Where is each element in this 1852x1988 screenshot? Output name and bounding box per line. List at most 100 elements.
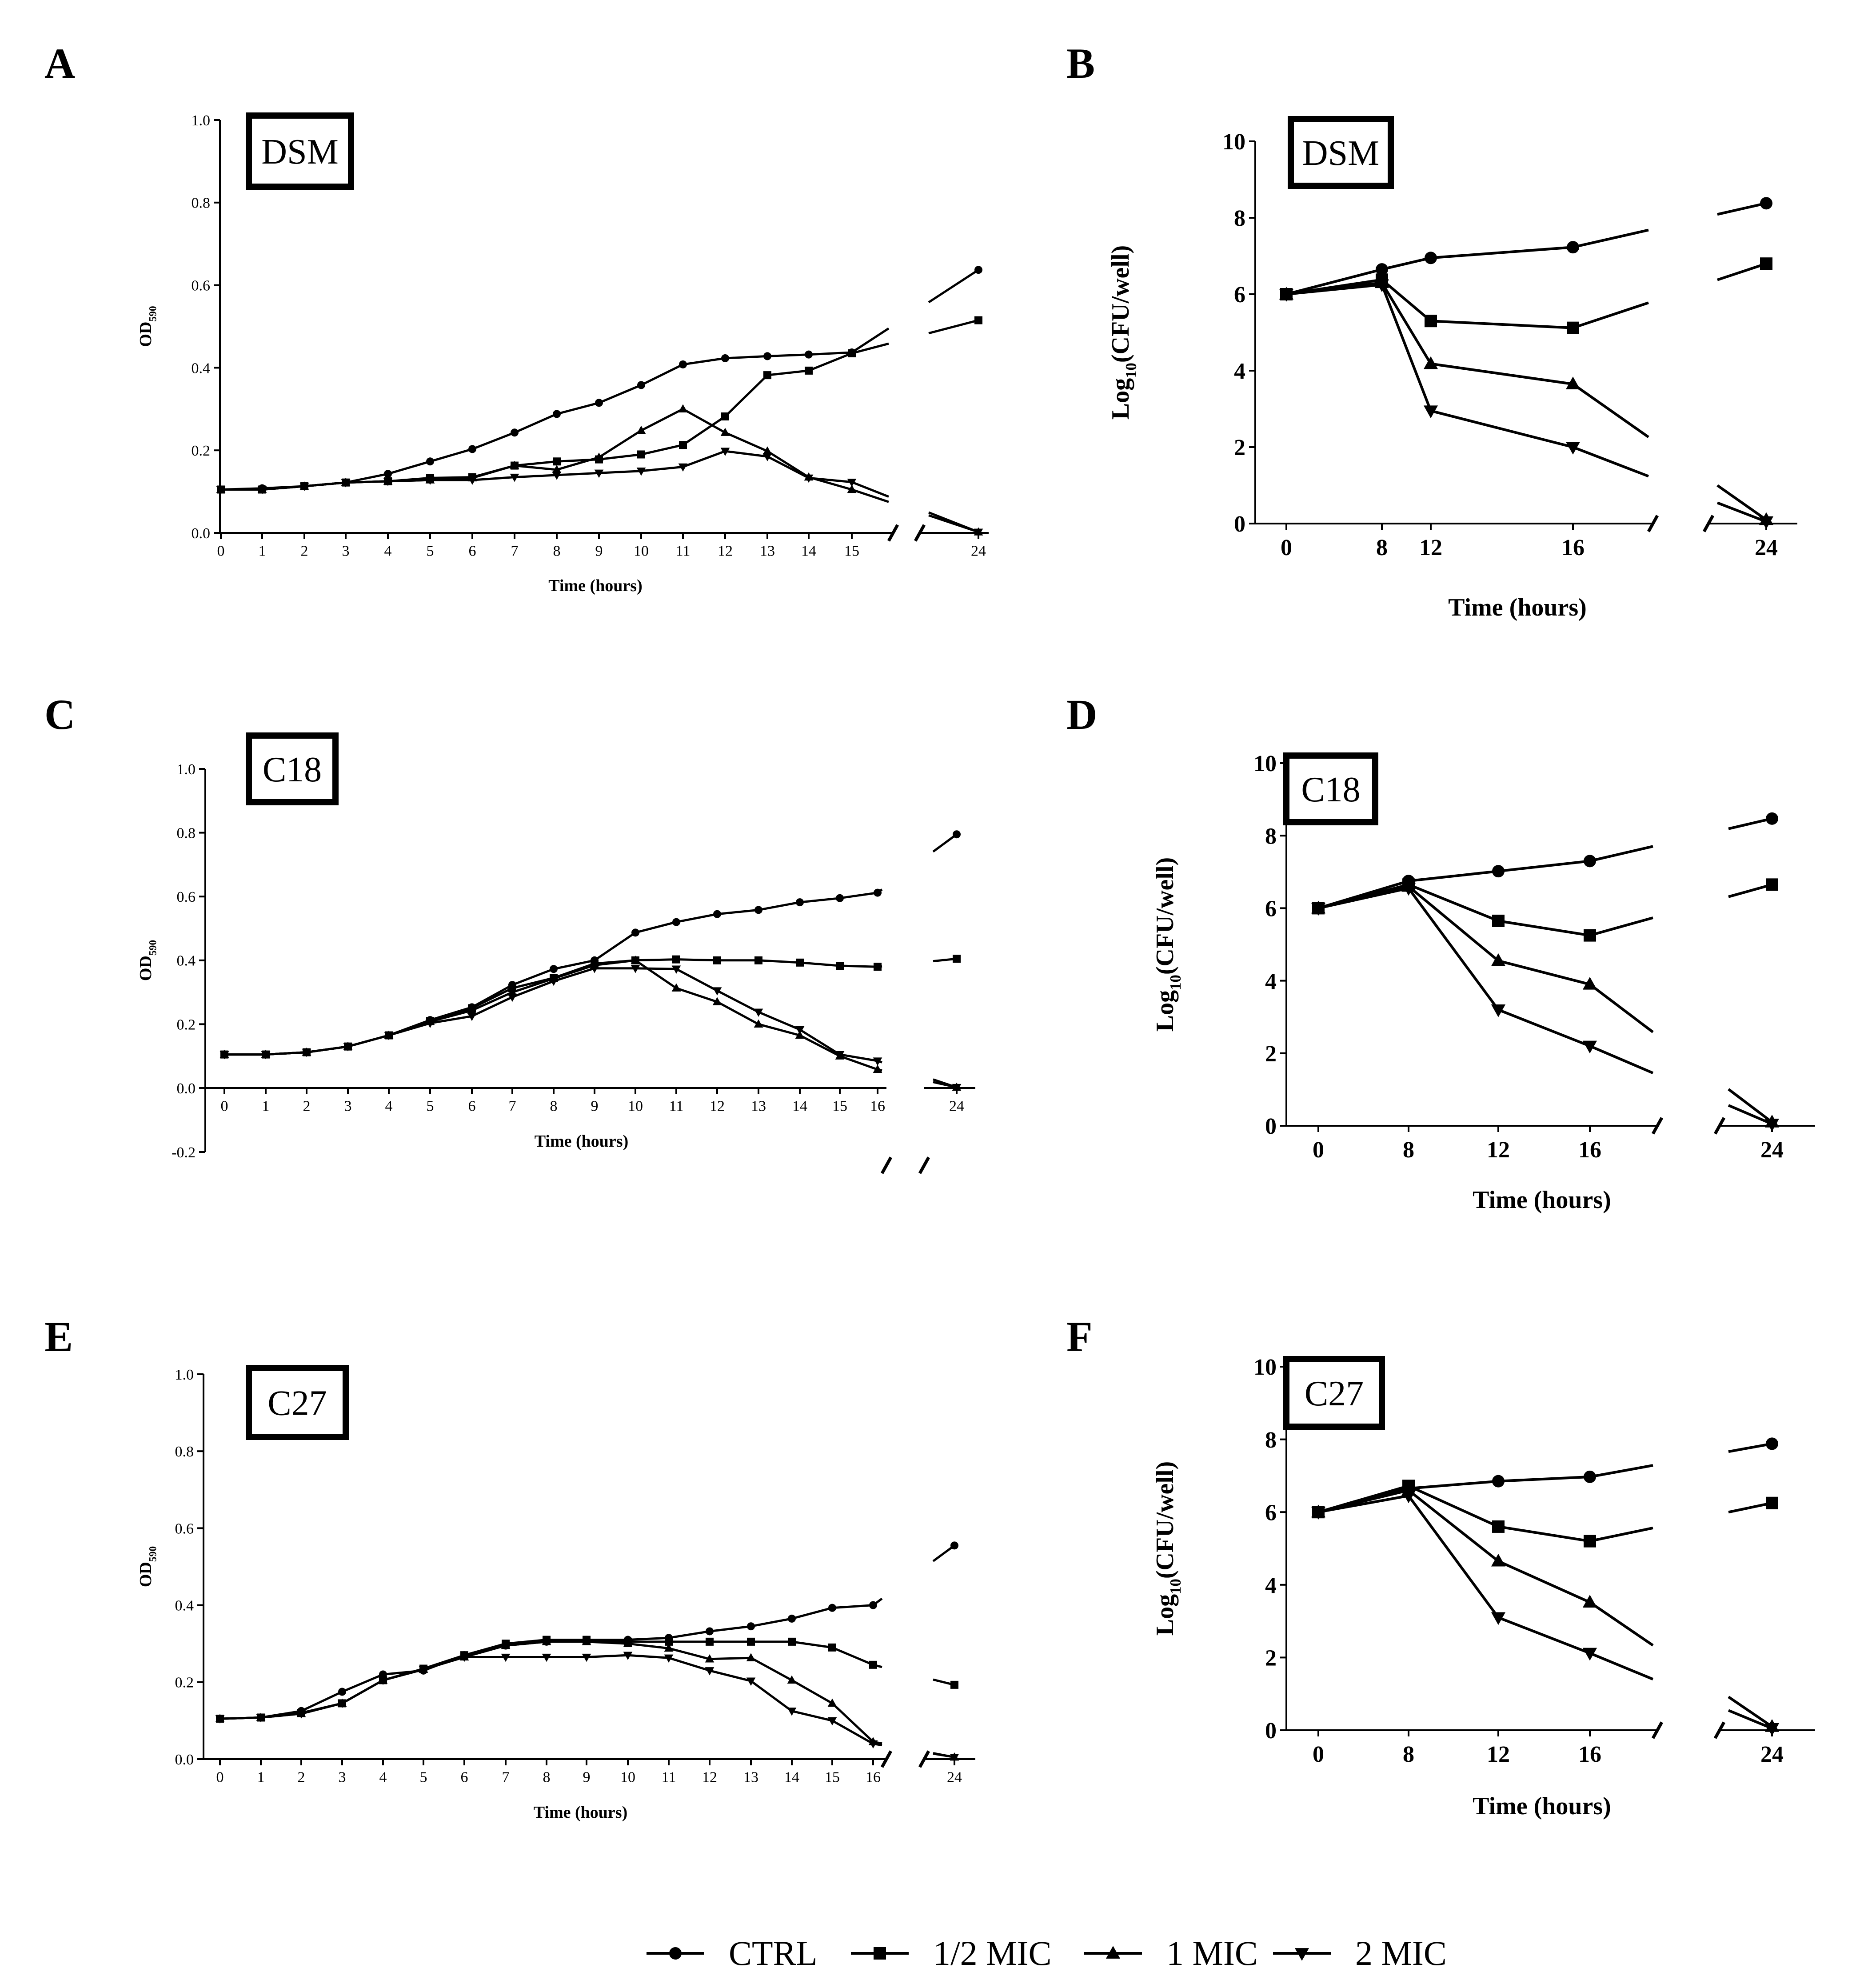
y-tick-label: 0 (1234, 512, 1245, 537)
data-point (720, 428, 730, 436)
data-point (869, 1601, 877, 1609)
data-point (788, 1637, 796, 1646)
series-line-after-break (928, 269, 979, 304)
series-line-after-break (1716, 501, 1767, 523)
data-point (1584, 1535, 1596, 1548)
panel-letter: E (44, 1313, 73, 1360)
x-tick-label: 11 (676, 543, 691, 559)
series-line (224, 967, 882, 1064)
x-tick-label: 0 (221, 1098, 228, 1114)
x-tick-label: 4 (384, 543, 392, 559)
data-point (590, 965, 599, 973)
data-point (631, 965, 640, 973)
strain-badge-box (1283, 752, 1378, 825)
x-tick-label: 7 (509, 1098, 516, 1114)
legend-marker (1294, 1948, 1309, 1961)
x-tick-label: 15 (832, 1098, 847, 1114)
data-point (261, 1051, 271, 1060)
series-line-after-break (932, 1544, 955, 1562)
data-point (713, 956, 721, 964)
legend-marker (874, 1947, 886, 1960)
x-tick-label: 8 (553, 543, 561, 559)
series-2-mic (1311, 883, 1780, 1132)
data-point (664, 1654, 674, 1663)
x-tick-label: 5 (420, 1769, 427, 1785)
axis-break-mark (880, 1156, 893, 1174)
data-point (874, 963, 882, 971)
data-point (1425, 252, 1437, 264)
legend-item: 1/2 MIC (851, 1934, 1052, 1972)
data-point (299, 483, 309, 491)
data-point (1766, 878, 1778, 891)
x-axis-title: Time (hours) (535, 1132, 628, 1151)
series-line-after-break (932, 833, 958, 853)
y-axis-title-subscript: 590 (147, 940, 159, 956)
data-point (1491, 1004, 1506, 1017)
axis-break-mark (1651, 1721, 1664, 1739)
data-point (720, 448, 730, 456)
data-point (553, 410, 561, 418)
data-point (1491, 1553, 1506, 1567)
series-2-mic (1279, 279, 1774, 529)
axis-break-mark (918, 1750, 930, 1768)
x-tick-label: 11 (669, 1098, 684, 1114)
axis-break-mark (918, 1156, 930, 1174)
x-tick-label: 0 (217, 543, 225, 559)
data-point (552, 472, 562, 480)
y-tick-label: 0.2 (192, 443, 211, 459)
data-point (1311, 903, 1326, 916)
series-line-after-break (1728, 817, 1772, 830)
x-tick-label: 3 (339, 1769, 346, 1785)
data-point (763, 352, 771, 360)
series-ctrl (216, 1541, 958, 1723)
series-line (220, 1654, 882, 1747)
data-point (631, 928, 639, 937)
data-point (1423, 405, 1438, 419)
panel-letter: A (44, 40, 75, 87)
data-point (511, 428, 519, 437)
data-point (1760, 197, 1772, 210)
series-line (1318, 885, 1654, 1033)
series-line-after-break (1717, 262, 1767, 281)
legend-label: 1/2 MIC (933, 1934, 1052, 1972)
data-point (302, 1048, 311, 1057)
y-axis-title-main: Log (1107, 378, 1134, 420)
panel-letter: F (1066, 1313, 1093, 1360)
axis-break-mark (1702, 515, 1715, 532)
y-axis-title-subscript: 10 (1167, 975, 1184, 990)
data-point (828, 1604, 836, 1612)
data-point (672, 918, 680, 926)
y-tick-label: 10 (1253, 1355, 1277, 1380)
data-point (1401, 883, 1416, 896)
data-point (507, 993, 517, 1002)
x-tick-label: 2 (301, 543, 308, 559)
data-point (1764, 1723, 1780, 1736)
x-tick-label: 1 (262, 1098, 270, 1114)
data-point (220, 1051, 229, 1060)
data-point (1582, 1595, 1597, 1608)
data-point (383, 478, 393, 486)
data-point (974, 316, 982, 324)
x-tick-label: 0 (216, 1769, 224, 1785)
x-tick-label: 4 (385, 1098, 393, 1114)
data-point (836, 894, 844, 902)
x-tick-label: 2 (298, 1769, 305, 1785)
x-tick-label: 12 (710, 1098, 725, 1114)
x-tick-label: 13 (760, 543, 775, 559)
data-point (1567, 241, 1579, 254)
data-point (1401, 1490, 1416, 1504)
axis-break-mark (1651, 1117, 1664, 1135)
data-point (836, 962, 844, 970)
series-1-2-mic (1312, 1480, 1778, 1548)
y-tick-label: 0.4 (175, 1598, 194, 1614)
x-tick-label: 15 (844, 543, 859, 559)
data-point (665, 1637, 673, 1646)
legend-marker (1106, 1946, 1121, 1959)
data-point (679, 441, 687, 449)
data-point (848, 349, 856, 357)
series-line-after-break (928, 511, 979, 533)
data-point (1584, 855, 1596, 868)
